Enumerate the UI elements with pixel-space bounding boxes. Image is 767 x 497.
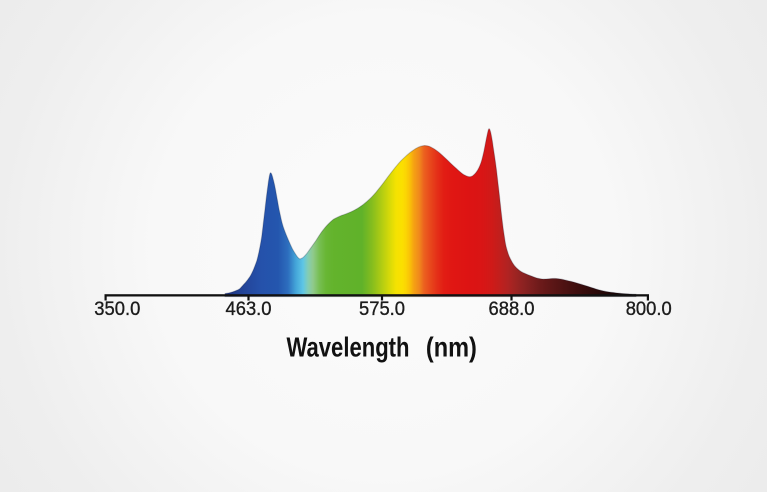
- svg-text:575.0: 575.0: [359, 298, 405, 320]
- svg-text:Wavelength: Wavelength: [287, 332, 410, 363]
- svg-text:350.0: 350.0: [94, 298, 140, 320]
- svg-text:800.0: 800.0: [626, 298, 672, 320]
- svg-text:(nm): (nm): [426, 332, 477, 363]
- svg-text:463.0: 463.0: [226, 298, 272, 320]
- svg-text:688.0: 688.0: [489, 298, 535, 320]
